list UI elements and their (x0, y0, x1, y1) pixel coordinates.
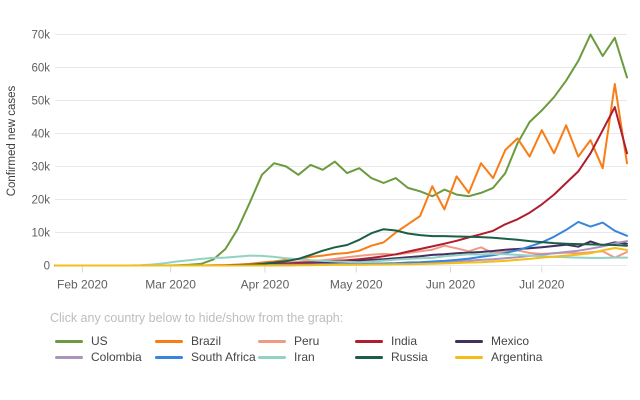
legend-label: India (391, 334, 418, 348)
legend-item-us[interactable]: US (55, 333, 108, 349)
x-tick-label: Jul 2020 (519, 278, 565, 292)
x-tick-label: Mar 2020 (145, 278, 196, 292)
legend-swatch-peru (258, 339, 286, 343)
y-tick-label: 70k (31, 30, 50, 42)
legend-hint: Click any country below to hide/show fro… (50, 311, 344, 325)
y-tick-label: 60k (31, 63, 50, 75)
x-tick-label: May 2020 (330, 278, 383, 292)
legend-swatch-brazil (155, 339, 183, 343)
legend-label: Russia (391, 350, 428, 364)
legend-label: US (91, 334, 108, 348)
legend-swatch-mexico (455, 339, 483, 343)
legend-item-brazil[interactable]: Brazil (155, 333, 221, 349)
legend-label: Argentina (491, 350, 543, 364)
legend-swatch-colombia (55, 355, 83, 359)
legend-item-mexico[interactable]: Mexico (455, 333, 529, 349)
legend-swatch-argentina (455, 355, 483, 359)
legend-swatch-iran (258, 355, 286, 359)
legend-item-colombia[interactable]: Colombia (55, 349, 142, 365)
legend-label: Iran (294, 350, 315, 364)
x-tick-label: Apr 2020 (241, 278, 290, 292)
legend-item-peru[interactable]: Peru (258, 333, 319, 349)
legend-swatch-us (55, 339, 83, 343)
y-tick-label: 40k (31, 129, 50, 141)
series-line-argentina (54, 247, 628, 267)
legend-item-russia[interactable]: Russia (355, 349, 428, 365)
y-tick-label: 50k (31, 96, 50, 108)
legend-item-iran[interactable]: Iran (258, 349, 315, 365)
legend-label: Mexico (491, 334, 530, 348)
x-tick-label: Feb 2020 (57, 278, 108, 292)
y-tick-label: 10k (31, 228, 50, 240)
x-tick-label: Jun 2020 (426, 278, 476, 292)
legend-item-india[interactable]: India (355, 333, 417, 349)
legend-swatch-south-africa (155, 355, 183, 359)
legend-label: South Africa (191, 350, 256, 364)
legend-swatch-india (355, 339, 383, 343)
legend-item-south-africa[interactable]: South Africa (155, 349, 256, 365)
legend-item-argentina[interactable]: Argentina (455, 349, 542, 365)
legend-label: Brazil (191, 334, 222, 348)
line-chart-plot: 0 10k 20k 30k 40k 50k 60k 70k Feb 2020 Mar 2020 Ap… (31, 30, 628, 292)
y-axis-title: Confirmed new cases (6, 85, 18, 197)
legend-label: Colombia (91, 350, 142, 364)
y-tick-label: 0 (44, 261, 50, 273)
series-line-us (54, 33, 628, 267)
legend-swatch-russia (355, 355, 383, 359)
y-tick-label: 30k (31, 162, 50, 174)
y-tick-label: 20k (31, 195, 50, 207)
legend-label: Peru (294, 334, 320, 348)
